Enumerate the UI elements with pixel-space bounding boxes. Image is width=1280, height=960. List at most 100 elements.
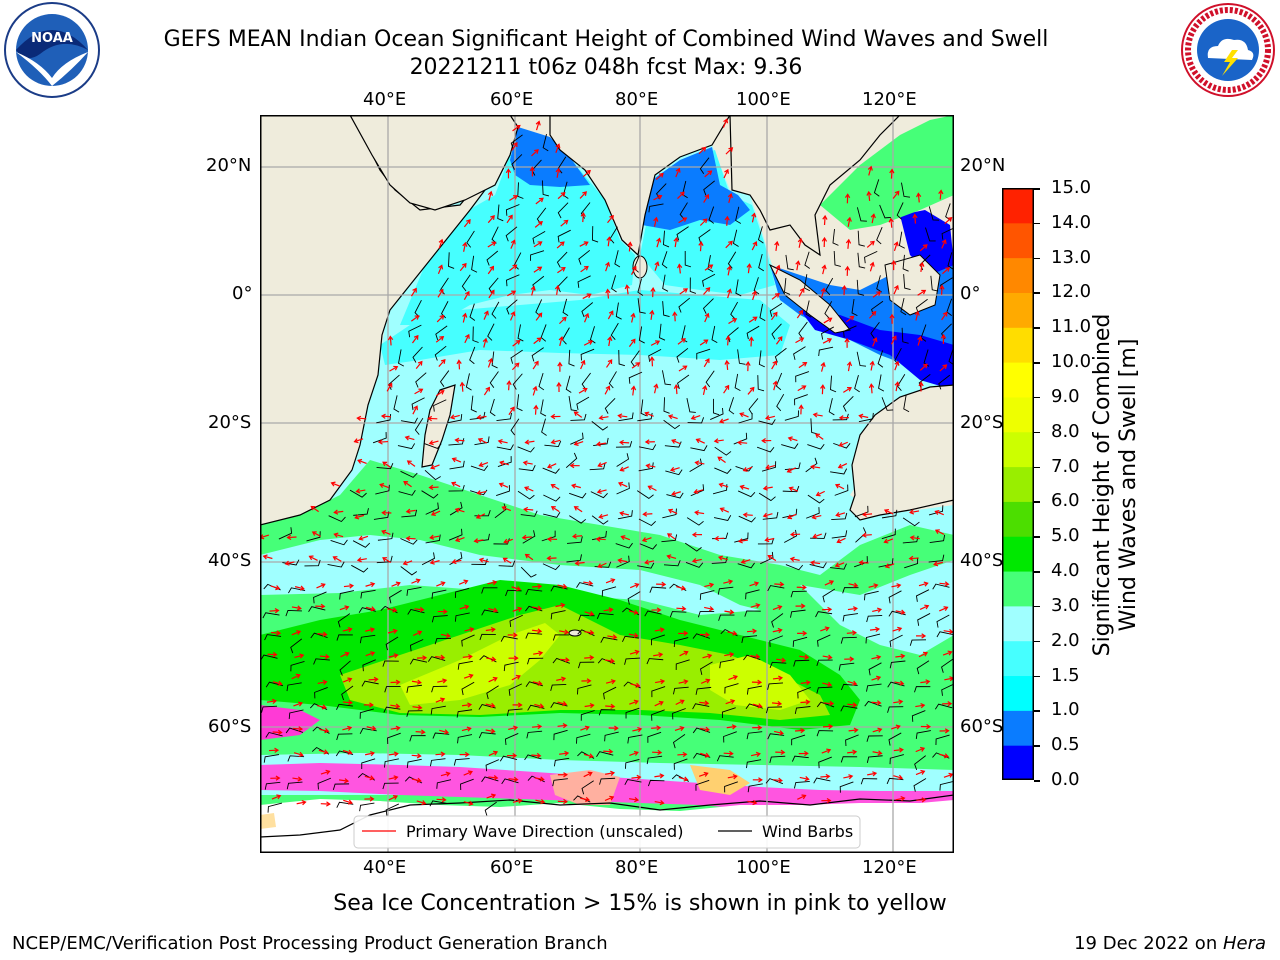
wind-barb [663, 397, 670, 414]
colorbar-tick-label: 2.0 [1051, 629, 1080, 651]
wave-arrow-head [586, 678, 592, 684]
wave-arrow [463, 291, 470, 300]
wave-arrow-head [802, 362, 808, 367]
wave-arrow-head [872, 771, 878, 777]
wind-barb [810, 418, 818, 435]
wave-arrow-head [513, 725, 519, 731]
wave-arrow [260, 534, 270, 539]
wind-barb [591, 226, 599, 243]
wave-arrow [387, 608, 397, 612]
wave-arrow [604, 796, 614, 802]
wave-arrow [775, 241, 778, 251]
wave-arrow-head [490, 702, 496, 708]
lat-label-right: 0° [960, 283, 981, 304]
wave-arrow-head [422, 655, 428, 661]
wave-arrow [533, 266, 542, 273]
wave-arrow [820, 362, 825, 372]
wave-arrow-head [533, 404, 539, 410]
wave-arrow [506, 215, 513, 224]
wave-arrow-head [333, 509, 339, 515]
wind-barb [550, 683, 567, 692]
wind-barb [474, 436, 490, 446]
wave-arrow-head [838, 442, 844, 447]
wind-barb [833, 250, 841, 267]
wave-arrow [668, 415, 678, 420]
wind-barb [617, 510, 633, 520]
wind-barb [400, 538, 418, 545]
wave-arrow [604, 386, 610, 395]
wave-arrow-head [415, 578, 421, 584]
wind-barb [449, 501, 463, 516]
colorbar-tick-label: 11.0 [1051, 316, 1092, 338]
wave-arrow [406, 509, 416, 513]
wave-arrow-head [443, 729, 449, 735]
wave-arrow [677, 753, 687, 756]
wave-arrow-head [876, 700, 882, 706]
wave-arrow-head [439, 314, 445, 320]
wave-arrow-head [438, 238, 444, 244]
wave-arrow [771, 702, 782, 705]
wave-arrow [725, 700, 735, 705]
wave-arrow-head [704, 193, 710, 199]
wave-arrow-head [762, 485, 768, 491]
colorbar-tick-label: 4.0 [1051, 560, 1080, 582]
wind-barb [494, 503, 507, 519]
wind-barb [404, 776, 423, 784]
wave-arrow [605, 579, 615, 584]
wave-arrow [939, 753, 949, 758]
wave-arrow [629, 700, 638, 705]
wind-barb [520, 566, 537, 578]
wave-arrow-head [369, 702, 374, 708]
wave-arrow [294, 654, 304, 659]
wind-barb [479, 655, 497, 663]
wave-arrow-head [476, 414, 482, 420]
wave-arrow-head [597, 462, 603, 468]
wave-arrow [677, 191, 685, 199]
wave-arrow [571, 484, 581, 489]
wave-arrow-head [440, 697, 446, 703]
wave-arrow-head [515, 124, 521, 130]
wave-arrow-head [845, 238, 852, 244]
wave-arrow [357, 459, 367, 464]
colorbar-swatch [1002, 396, 1034, 433]
wave-arrow [816, 490, 825, 496]
wind-barb [429, 758, 446, 767]
wave-arrow [847, 680, 857, 685]
wave-arrow [608, 337, 611, 347]
wave-arrow-head [369, 775, 375, 781]
wave-arrow [653, 195, 662, 201]
wave-arrow-head [286, 534, 292, 540]
colorbar-tick-label: 1.0 [1051, 699, 1080, 721]
wave-arrow-head [758, 777, 763, 783]
wind-barb [828, 398, 835, 416]
wave-arrow [511, 362, 520, 371]
wave-arrow [556, 168, 560, 178]
wave-arrow-head [707, 653, 713, 659]
wind-barb [565, 452, 578, 468]
wind-barb [312, 726, 330, 734]
colorbar-swatches [1002, 188, 1034, 781]
wave-arrow-head [467, 770, 473, 776]
wave-arrow-head [609, 214, 614, 220]
wind-barb [460, 778, 474, 791]
wind-barb [887, 706, 904, 713]
wave-arrow-head [924, 604, 930, 610]
wave-arrow-head [920, 769, 926, 775]
wave-arrow [532, 606, 542, 610]
wave-arrow [843, 387, 852, 393]
wave-arrow [869, 628, 880, 631]
wave-arrow [892, 191, 900, 199]
wind-barb [728, 397, 735, 415]
wave-arrow [741, 559, 751, 563]
wind-barb [503, 661, 519, 672]
wave-arrow-head [272, 651, 278, 658]
wave-arrow-head [449, 414, 456, 420]
wind-barb [496, 444, 514, 451]
wave-arrow [838, 463, 848, 469]
wave-arrow [583, 313, 589, 323]
wave-arrow-head [702, 218, 708, 224]
wave-arrow [437, 265, 443, 275]
colorbar-tick-mark [1034, 292, 1040, 294]
wave-arrow-head [524, 486, 530, 492]
wave-arrow [551, 439, 561, 444]
